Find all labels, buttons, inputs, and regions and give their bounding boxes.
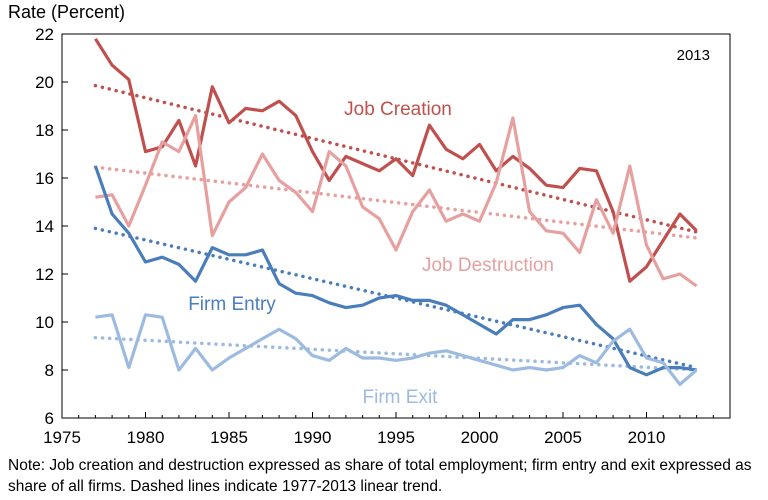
series-label-firm-exit: Firm Exit	[363, 387, 439, 408]
tick-labels: 6 8 10 12 14 16 18 20 22 1975 1980 1985 1990 1995 2000…	[35, 25, 665, 447]
y-axis-title: Rate (Percent)	[8, 2, 125, 22]
footnote: Note: Job creation and destruction expre…	[8, 457, 752, 495]
y-tick-label: 10	[35, 313, 54, 332]
series-label-job-destruction: Job Destruction	[422, 255, 554, 276]
x-tick-label: 2000	[461, 428, 499, 447]
y-tick-label: 6	[45, 409, 54, 428]
axes	[61, 33, 731, 419]
series-line-firm-entry	[93, 165, 697, 377]
series-lines	[93, 37, 698, 386]
y-tick-label: 20	[35, 73, 54, 92]
year-annotation: 2013	[677, 47, 710, 64]
y-tick-label: 22	[35, 25, 54, 44]
line-chart: Rate (Percent) 2013 Job Creation Job Dest…	[8, 2, 731, 447]
x-tick-label: 1995	[377, 428, 415, 447]
series-line-job-creation	[94, 37, 698, 283]
y-tick-label: 12	[35, 265, 54, 284]
x-tick-label: 2010	[628, 428, 666, 447]
x-tick-label: 1975	[43, 428, 81, 447]
series-label-firm-entry: Firm Entry	[188, 294, 276, 315]
series-label-job-creation: Job Creation	[344, 99, 452, 120]
y-tick-label: 16	[35, 169, 54, 188]
y-tick-label: 8	[45, 361, 54, 380]
y-tick-label: 18	[35, 121, 54, 140]
series-labels: Job Creation Job Destruction Firm Entry Fir…	[188, 99, 554, 408]
trend-line-firm-exit	[93, 335, 699, 372]
series-line-job-destruction	[95, 113, 698, 288]
y-tick-label: 14	[35, 217, 54, 236]
x-tick-label: 1990	[294, 428, 332, 447]
trend-line-job-destruction	[93, 165, 699, 240]
x-tick-label: 1985	[210, 428, 248, 447]
series-line-firm-exit	[95, 313, 698, 386]
x-tick-label: 1980	[127, 428, 165, 447]
x-tick-label: 2005	[544, 428, 582, 447]
trend-lines	[93, 83, 699, 372]
